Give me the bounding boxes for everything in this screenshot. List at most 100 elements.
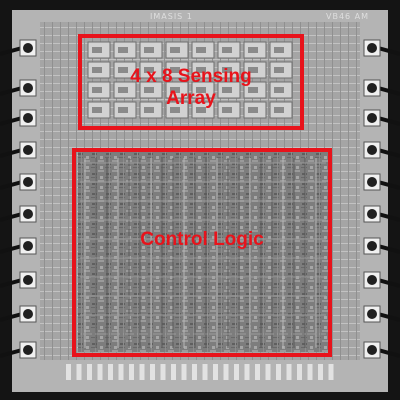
bond-ball-right: [367, 209, 377, 219]
bottom-io-pad: [244, 364, 250, 380]
bottom-io-pad: [265, 364, 271, 380]
logic-column: [117, 158, 119, 348]
bottom-io-pad: [255, 364, 260, 380]
bond-ball-left: [23, 177, 33, 187]
sensing-cell-detail: [248, 47, 258, 53]
logic-column: [249, 158, 251, 348]
bond-ball-left: [23, 345, 33, 355]
bottom-io-pad: [234, 364, 239, 380]
logic-column: [194, 158, 196, 348]
bottom-io-pad: [213, 364, 218, 380]
logic-column: [161, 158, 163, 348]
sensing-cell-detail: [170, 87, 180, 93]
sensing-cell-detail: [170, 47, 180, 53]
bond-wire-right: [377, 46, 400, 56]
bond-ball-right: [367, 113, 377, 123]
logic-column: [172, 158, 174, 348]
bond-ball-right: [367, 309, 377, 319]
bond-ball-left: [23, 145, 33, 155]
chip-marking-right: VB46 AM: [326, 12, 370, 21]
bottom-io-pad: [66, 364, 71, 380]
bond-ball-right: [367, 275, 377, 285]
bond-wire-right: [377, 244, 400, 254]
logic-column: [139, 158, 141, 348]
sensing-cell-detail: [196, 107, 206, 113]
control-logic-highlight-box: [72, 148, 332, 357]
bottom-io-pad: [181, 364, 187, 380]
bond-ball-right: [367, 241, 377, 251]
logic-column: [95, 158, 97, 348]
sensing-cell-detail: [92, 47, 102, 53]
sensing-array-cells: [87, 41, 293, 119]
logic-row: [80, 295, 326, 297]
bond-wire-right: [377, 148, 400, 158]
chip-marking-left: IMASIS 1: [150, 12, 193, 21]
bond-wire-right: [377, 116, 400, 126]
bond-wire-left: [0, 348, 23, 358]
bond-ball-left: [23, 209, 33, 219]
logic-row: [80, 162, 326, 164]
bond-pads: [0, 39, 400, 359]
logic-column: [205, 158, 207, 348]
bottom-io-pad: [129, 364, 134, 380]
bond-wire-right: [377, 312, 400, 322]
sensing-cell-detail: [92, 107, 102, 113]
logic-column: [106, 158, 108, 348]
bond-ball-right: [367, 177, 377, 187]
bottom-io-pad: [297, 364, 302, 380]
bond-wire-right: [377, 278, 400, 288]
sensing-cell-detail: [196, 47, 206, 53]
sensing-cell-detail: [170, 67, 180, 73]
logic-row: [80, 333, 326, 335]
bond-ball-left: [23, 309, 33, 319]
sensing-cell-detail: [274, 67, 284, 73]
logic-row: [80, 238, 326, 240]
bottom-io-pad: [192, 364, 197, 380]
sensing-cell-detail: [222, 87, 232, 93]
bottom-io-pad: [97, 364, 103, 380]
logic-row: [80, 276, 326, 278]
bond-wire-left: [0, 148, 23, 158]
logic-row: [80, 314, 326, 316]
sensing-cell-detail: [92, 87, 102, 93]
bond-wire-left: [0, 180, 23, 190]
bond-ball-right: [367, 83, 377, 93]
control-logic-label: Control Logic: [140, 229, 264, 250]
bond-wire-right: [377, 212, 400, 222]
bond-wire-right: [377, 86, 400, 96]
logic-column: [128, 158, 130, 348]
logic-column: [183, 158, 185, 348]
logic-column: [271, 158, 273, 348]
logic-bands: [80, 158, 326, 348]
logic-column: [304, 158, 306, 348]
sensing-cell-detail: [118, 107, 128, 113]
bottom-io-pad: [276, 364, 281, 380]
logic-column: [260, 158, 262, 348]
bond-wire-left: [0, 86, 23, 96]
logic-column: [238, 158, 240, 348]
sensing-cell-detail: [118, 67, 128, 73]
sensing-cell-detail: [196, 87, 206, 93]
logic-block: [78, 152, 328, 352]
bottom-io-pad: [150, 364, 155, 380]
sensing-cell-detail: [144, 67, 154, 73]
bond-ball-left: [23, 83, 33, 93]
bond-wire-left: [0, 244, 23, 254]
bottom-io-pad: [139, 364, 145, 380]
sensing-cell-detail: [274, 87, 284, 93]
sensing-cell-detail: [92, 67, 102, 73]
sensing-array-highlight-box: [78, 34, 304, 130]
bottom-io-pad: [318, 364, 323, 380]
logic-column: [227, 158, 229, 348]
bond-wire-left: [0, 278, 23, 288]
bottom-io-pad: [202, 364, 208, 380]
bottom-io-pad: [328, 364, 334, 380]
sensing-cell-detail: [196, 67, 206, 73]
bottom-io-pad: [307, 364, 313, 380]
bottom-io-pad: [160, 364, 166, 380]
bond-wire-left: [0, 116, 23, 126]
bottom-pad-row: [66, 364, 334, 380]
logic-column: [84, 158, 86, 348]
